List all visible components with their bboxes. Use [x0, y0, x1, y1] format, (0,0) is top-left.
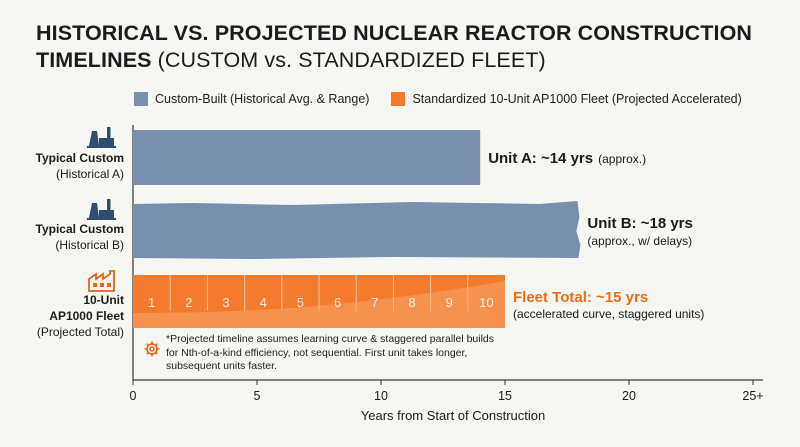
- factory-window: [107, 283, 111, 287]
- bar: [133, 201, 581, 259]
- category-label: Typical Custom: [36, 151, 124, 165]
- category-label: 10-Unit: [83, 293, 124, 307]
- category-label: (Projected Total): [37, 325, 124, 339]
- value-sublabel: (approx., w/ delays): [587, 234, 692, 248]
- value-label: Unit B: ~18 yrs: [587, 215, 692, 232]
- chart-title-main: HISTORICAL VS. PROJECTED NUCLEAR REACTOR…: [36, 21, 753, 72]
- unit-number-label: 7: [371, 295, 378, 310]
- x-tick-label: 5: [254, 389, 261, 403]
- legend-item-custom: Custom-Built (Historical Avg. & Range): [134, 92, 369, 106]
- factory-window: [100, 283, 104, 287]
- reactor-building-shape: [99, 138, 114, 146]
- x-tick-label: 15: [498, 389, 512, 403]
- category-label: Typical Custom: [36, 222, 124, 236]
- x-tick-label: 10: [374, 389, 388, 403]
- unit-number-label: 1: [148, 295, 155, 310]
- chart-title: HISTORICAL VS. PROJECTED NUCLEAR REACTOR…: [36, 20, 776, 74]
- stack-shape: [107, 199, 111, 210]
- unit-number-label: 5: [297, 295, 304, 310]
- factory-icon: [88, 270, 115, 292]
- ground-shape: [87, 146, 116, 148]
- nuclear-plant-icon: [87, 127, 116, 148]
- x-tick-label: 25+: [742, 389, 763, 403]
- cooling-tower-shape: [89, 131, 99, 146]
- legend: Custom-Built (Historical Avg. & Range) S…: [134, 90, 764, 108]
- unit-number-label: 10: [479, 295, 493, 310]
- bar: [133, 130, 481, 185]
- value-sublabel: (approx.): [598, 152, 646, 166]
- category-label: AP1000 Fleet: [49, 309, 124, 323]
- cooling-tower-shape: [89, 203, 99, 218]
- reactor-building-shape: [99, 210, 114, 218]
- chart-title-sub: (CUSTOM vs. STANDARDIZED FLEET): [157, 48, 546, 72]
- unit-number-label: 9: [446, 295, 453, 310]
- stack-shape: [107, 127, 111, 138]
- unit-number-label: 4: [260, 295, 267, 310]
- category-label: (Historical B): [55, 238, 124, 252]
- unit-number-label: 8: [408, 295, 415, 310]
- value-label: Fleet Total: ~15 yrs: [513, 289, 648, 306]
- unit-number-label: 3: [222, 295, 229, 310]
- x-axis-title: Years from Start of Construction: [361, 408, 546, 423]
- value-label: Unit A: ~14 yrs: [488, 150, 593, 167]
- ground-shape: [87, 218, 116, 220]
- legend-label-custom: Custom-Built (Historical Avg. & Range): [155, 92, 370, 106]
- legend-swatch-custom: [134, 92, 148, 106]
- category-label: (Historical A): [56, 167, 124, 181]
- accelerated-curve-band: [133, 281, 505, 328]
- factory-window: [93, 283, 97, 287]
- legend-item-standardized: Standardized 10-Unit AP1000 Fleet (Proje…: [391, 92, 742, 106]
- unit-number-label: 2: [185, 295, 192, 310]
- footnote: *Projected timeline assumes learning cur…: [166, 333, 495, 372]
- gear-icon: [144, 341, 160, 357]
- legend-swatch-standardized: [391, 92, 406, 106]
- x-tick-label: 20: [622, 389, 636, 403]
- unit-number-label: 6: [334, 295, 341, 310]
- x-tick-label: 0: [130, 389, 137, 403]
- legend-label-standardized: Standardized 10-Unit AP1000 Fleet (Proje…: [412, 92, 742, 106]
- nuclear-plant-icon: [87, 199, 116, 220]
- value-sublabel: (accelerated curve, staggered units): [513, 307, 704, 321]
- factory-outline-shape: [88, 270, 115, 292]
